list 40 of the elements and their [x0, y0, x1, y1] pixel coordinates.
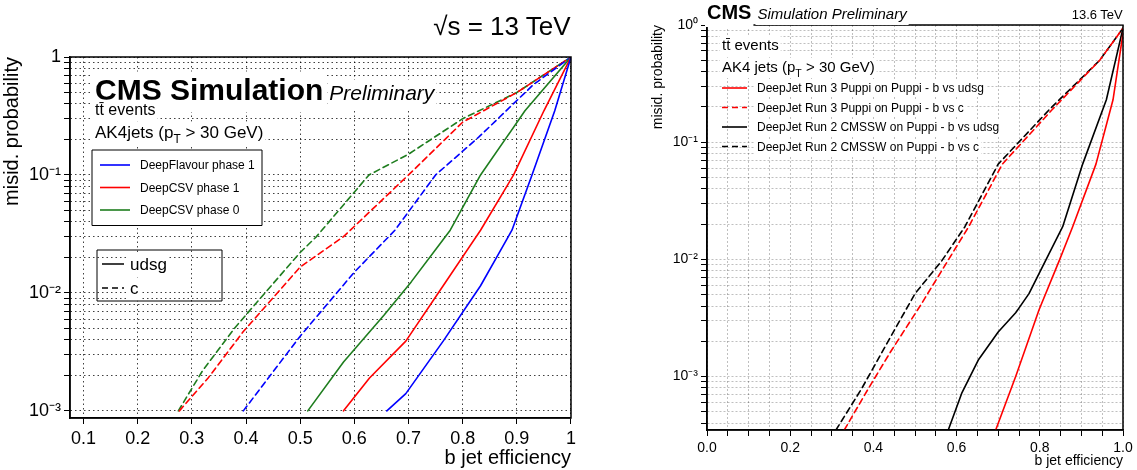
x-tick-label: 0.2 [780, 439, 801, 456]
text: √s = 13 TeV [433, 11, 572, 41]
legend-label: DeepCSV phase 1 [140, 180, 240, 195]
y-axis-title: misid. probability [0, 57, 22, 206]
legend-label: DeepCSV phase 0 [140, 203, 240, 217]
x-tick-label: 0.1 [71, 427, 97, 448]
legend-label: DeepJet Run 3 Puppi on Puppi - b vs c [757, 100, 964, 115]
x-tick-label: 0.4 [863, 439, 884, 456]
y-tick-label: 10⁻³ [28, 399, 62, 420]
chart-title: CMS [707, 1, 752, 23]
x-tick-label: 0.8 [450, 427, 476, 448]
annotation: tt̄ events [722, 36, 779, 53]
y-tick-label: 10⁻² [672, 250, 699, 267]
chart-subtitle: Simulation Preliminary [757, 5, 909, 22]
x-axis-title: b jet efficiency [444, 445, 571, 468]
annotation: c [130, 279, 139, 298]
y-axis-title: misid. probability [649, 25, 666, 130]
x-tick-label: 0.6 [341, 427, 367, 448]
legend-label: DeepJet Run 2 CMSSW on Puppi - b vs udsg [757, 120, 1000, 134]
y-tick-label: 10⁻¹ [28, 163, 62, 184]
y-tick-label: 10⁻³ [672, 367, 699, 384]
y-tick-label: 10⁰ [677, 15, 698, 32]
x-tick-label: 0.7 [395, 427, 422, 448]
x-tick-label: 0.5 [287, 427, 313, 448]
x-tick-label: 0.4 [233, 427, 259, 448]
x-tick-label: 0.3 [179, 427, 205, 448]
x-tick-label: 0.2 [125, 427, 151, 448]
legend-label: DeepJet Run 2 CMSSW on Puppi - b vs c [757, 139, 980, 154]
y-tick-label: 10⁻¹ [672, 133, 699, 150]
y-tick-label: 1 [50, 45, 61, 66]
y-tick-label: 10⁻² [28, 281, 62, 302]
text: 13.6 TeV [1071, 7, 1124, 22]
legend-label: DeepFlavour phase 1 [140, 158, 256, 172]
annotation: udsg [130, 255, 167, 274]
x-tick-label: 0.6 [946, 439, 967, 456]
x-tick-label: 1 [565, 427, 576, 448]
x-tick-label: 0.0 [697, 439, 717, 456]
x-tick-label: 0.9 [504, 427, 530, 448]
legend-label: DeepJet Run 3 Puppi on Puppi - b vs udsg [757, 81, 984, 95]
text: Preliminary [329, 81, 436, 104]
